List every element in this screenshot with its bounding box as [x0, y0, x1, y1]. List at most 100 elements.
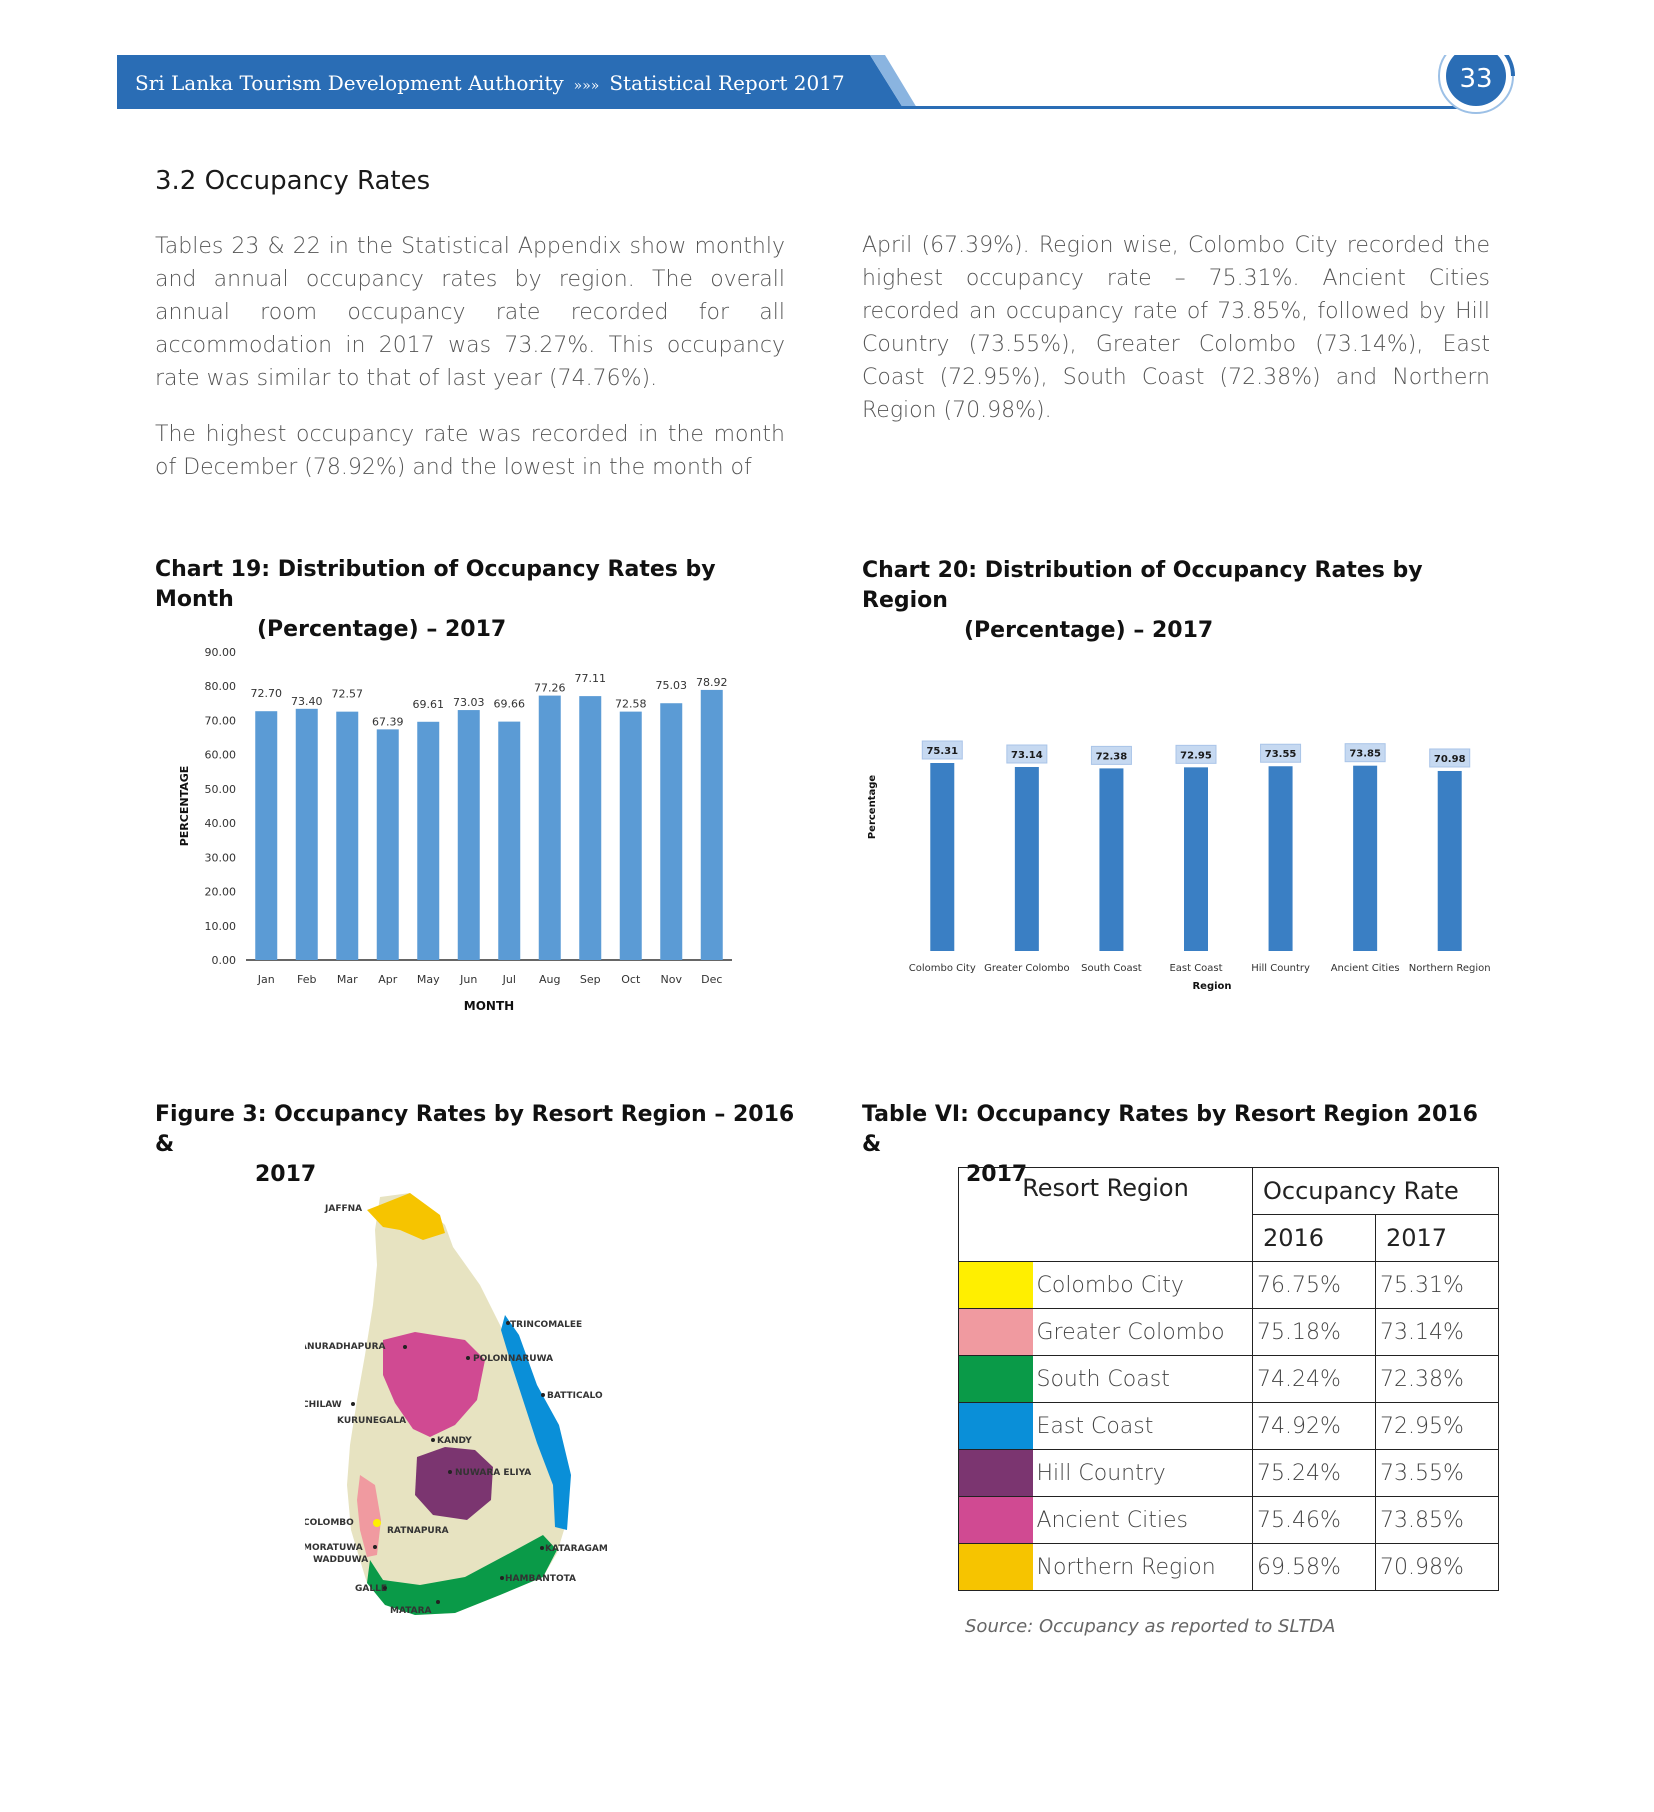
- table-head-2016: 2016: [1252, 1214, 1376, 1262]
- chart19-title-line1: Chart 19: Distribution of Occupancy Rate…: [155, 557, 716, 612]
- region-name-cell: East Coast: [1032, 1402, 1253, 1450]
- rate-2017-cell: 73.55%: [1375, 1449, 1499, 1497]
- page-number: 33: [1459, 64, 1493, 94]
- region-color-swatch: [958, 1496, 1033, 1544]
- x-tick-label: Northern Region: [1409, 963, 1491, 974]
- y-tick-label: 10.00: [205, 920, 237, 933]
- data-label: 72.58: [615, 698, 647, 711]
- table-row: Ancient Cities 75.46% 73.85%: [958, 1496, 1499, 1544]
- data-label: 72.70: [251, 687, 283, 700]
- map-dot-batticalo: [541, 1393, 545, 1397]
- map-region-south: [367, 1535, 557, 1615]
- bar-aug: [538, 695, 561, 960]
- data-label: 73.14: [1011, 750, 1043, 761]
- data-label: 73.40: [291, 695, 323, 708]
- map-label-jaffna: JAFFNA: [324, 1204, 362, 1214]
- x-tick-label: May: [417, 973, 440, 986]
- section-title: 3.2 Occupancy Rates: [155, 166, 431, 196]
- bar-mar: [336, 711, 359, 960]
- bar-region: [1353, 765, 1378, 951]
- bar-region: [1014, 766, 1039, 951]
- map-label-wadduwa: WADDUWA: [313, 1555, 368, 1565]
- bar-sep: [579, 696, 602, 960]
- x-tick-label: Mar: [337, 973, 358, 986]
- bar-region: [1184, 767, 1208, 951]
- map-region-hill: [415, 1447, 493, 1520]
- x-tick-label: Dec: [701, 973, 722, 986]
- rate-2017-cell: 73.85%: [1375, 1496, 1499, 1544]
- y-tick-label: 20.00: [205, 886, 237, 899]
- map-label-kandy: KANDY: [437, 1436, 472, 1446]
- bar-jan: [255, 711, 278, 960]
- data-label-box: [921, 740, 963, 760]
- map-label-chilaw: CHILAW: [305, 1400, 342, 1410]
- table-row: Hill Country 75.24% 73.55%: [958, 1449, 1499, 1497]
- header-band: Sri Lanka Tourism Development Authority »…: [117, 55, 1517, 114]
- header-report: Statistical Report 2017: [609, 71, 845, 95]
- x-tick-label: Oct: [621, 973, 641, 986]
- map-region-northern: [367, 1193, 445, 1240]
- map-label-kurunegala: KURUNEGALA: [337, 1416, 406, 1426]
- table-header-row-1: Resort Region Occupancy Rate: [958, 1167, 1499, 1262]
- chart20-region-bar-chart: 75.31 Colombo City 73.14 Greater Colombo 72.…: [867, 740, 1491, 992]
- x-tick-label: Sep: [580, 973, 601, 986]
- table-head-region: Resort Region: [958, 1167, 1253, 1262]
- map-region-colombo-city: [373, 1519, 381, 1527]
- data-label: 69.66: [494, 698, 526, 711]
- chart19-title-line2: (Percentage) – 2017: [257, 617, 507, 642]
- region-color-swatch: [958, 1402, 1033, 1450]
- region-color-swatch: [958, 1261, 1033, 1309]
- region-name-cell: Hill Country: [1032, 1449, 1253, 1497]
- region-color-swatch: [958, 1449, 1033, 1497]
- bar-jun: [457, 710, 480, 960]
- data-label-box: [1344, 743, 1386, 763]
- chart20-title-line1: Chart 20: Distribution of Occupancy Rate…: [862, 558, 1423, 613]
- y-tick-label: 90.00: [205, 646, 237, 659]
- y-tick-label: 30.00: [205, 851, 237, 864]
- y-tick-label: 80.00: [205, 680, 237, 693]
- map-label-polonnaruwa: POLONNARUWA: [473, 1354, 553, 1364]
- sri-lanka-resort-region-map: JAFFNA TRINCOMALEE ANURADHAPURA POLONNAR…: [305, 1193, 608, 1616]
- map-label-matara: MATARA: [390, 1606, 432, 1616]
- x-tick-label: Greater Colombo: [984, 963, 1070, 974]
- data-label: 72.57: [332, 688, 364, 701]
- bar-region: [1437, 770, 1462, 951]
- region-color-swatch: [958, 1543, 1033, 1591]
- header-separator: »»»: [573, 78, 600, 94]
- x-axis-title: MONTH: [464, 999, 514, 1013]
- table-head-2017: 2017: [1375, 1214, 1499, 1262]
- region-color-swatch: [958, 1308, 1033, 1356]
- rate-2016-cell: 69.58%: [1252, 1543, 1376, 1591]
- paragraph-3: April (67.39%). Region wise, Colombo Cit…: [862, 233, 1490, 423]
- header-title: Sri Lanka Tourism Development Authority »…: [135, 71, 845, 95]
- rate-2017-cell: 70.98%: [1375, 1543, 1499, 1591]
- map-region-greater-colombo: [357, 1475, 381, 1557]
- rate-2016-cell: 75.18%: [1252, 1308, 1376, 1356]
- paragraph-2: The highest occupancy rate was recorded …: [155, 422, 785, 480]
- chart19-title: Chart 19: Distribution of Occupancy Rate…: [155, 555, 795, 645]
- rate-2017-cell: 72.95%: [1375, 1402, 1499, 1450]
- rate-2016-cell: 74.24%: [1252, 1355, 1376, 1403]
- table-row: Northern Region 69.58% 70.98%: [958, 1543, 1499, 1591]
- map-label-ratnapura: RATNAPURA: [387, 1526, 449, 1536]
- bar-region: [1099, 768, 1124, 951]
- map-dot-kandy: [431, 1438, 435, 1442]
- y-tick-label: 40.00: [205, 817, 237, 830]
- table-row: Colombo City 76.75% 75.31%: [958, 1261, 1499, 1309]
- table-row: South Coast 74.24% 72.38%: [958, 1355, 1499, 1403]
- figure3-title: Figure 3: Occupancy Rates by Resort Regi…: [155, 1100, 795, 1190]
- data-label: 67.39: [372, 715, 404, 728]
- figure3-title-line1: Figure 3: Occupancy Rates by Resort Regi…: [155, 1102, 795, 1157]
- data-label: 72.38: [1096, 751, 1128, 762]
- y-tick-label: 70.00: [205, 714, 237, 727]
- data-label: 73.55: [1265, 749, 1297, 760]
- map-label-anuradhapura: ANURADHAPURA: [305, 1342, 386, 1352]
- x-tick-label: Hill Country: [1251, 963, 1310, 974]
- map-dot-nuwara-eliya: [448, 1470, 452, 1474]
- map-dot-katharagama: [540, 1546, 544, 1550]
- region-color-swatch: [958, 1355, 1033, 1403]
- x-tick-label: Jul: [502, 973, 516, 986]
- data-label-box: [1260, 743, 1302, 763]
- table-source-note: Source: Occupancy as reported to SLTDA: [965, 1616, 1336, 1637]
- x-tick-label: Jan: [257, 973, 275, 986]
